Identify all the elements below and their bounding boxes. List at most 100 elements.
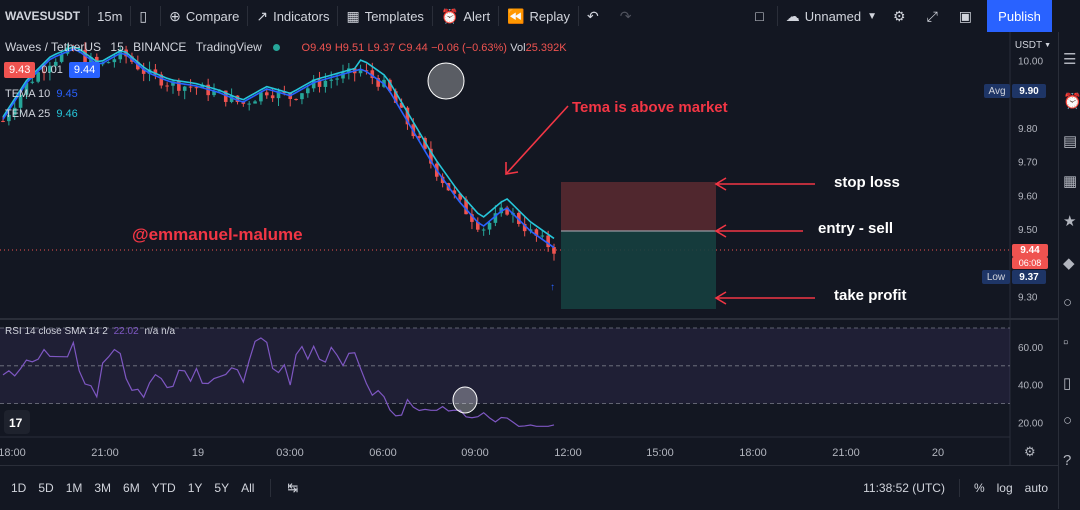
goto-date-icon[interactable]: ↹ — [287, 480, 299, 495]
chat-icon[interactable]: ▫ — [1063, 334, 1069, 351]
range-5d[interactable]: 5D — [38, 481, 54, 495]
stop-loss-zone[interactable] — [561, 182, 716, 231]
candle-body — [264, 92, 269, 96]
publish-button[interactable]: Publish — [987, 0, 1052, 32]
fullscreen-button[interactable]: ⤢ — [919, 0, 951, 32]
candle-body — [65, 47, 70, 54]
candle-body — [546, 235, 550, 248]
bar-countdown: 06:08 — [1012, 257, 1048, 269]
candle-body — [253, 101, 257, 104]
candle-body — [487, 222, 492, 230]
clock[interactable]: 11:38:52 (UTC) — [863, 481, 945, 495]
messages-icon[interactable]: ▯ — [1063, 375, 1072, 392]
candle-body — [399, 102, 404, 108]
candle-body — [259, 92, 263, 102]
chart-canvas[interactable]: 10.009.909.809.709.609.509.409.30 60.004… — [0, 32, 1058, 465]
candle-body — [522, 223, 527, 232]
candle-body — [229, 95, 234, 102]
currency-dropdown[interactable]: USDT ▼ — [1014, 39, 1052, 51]
symbol-search[interactable]: WAVESUSDT — [5, 9, 81, 23]
auto-toggle[interactable]: auto — [1024, 481, 1048, 495]
take-profit-arrow — [714, 291, 727, 305]
alert-button[interactable]: ⏰ Alert — [440, 7, 491, 24]
streams-icon[interactable]: ○ — [1063, 294, 1073, 311]
candle-style-button[interactable]: ▯ — [131, 0, 160, 32]
gear-icon: ⚙ — [893, 7, 906, 24]
time-tick-label: 18:00 — [0, 447, 26, 459]
buy-price-button[interactable]: 9.44 — [68, 62, 101, 78]
top-toolbar: WAVESUSDT 15m ▯ ⊕ Compare ↗ Indicators ▦ Te… — [0, 0, 1080, 33]
candle-body — [300, 93, 304, 100]
settings-button[interactable]: ⚙ — [885, 0, 919, 32]
low-label: Low — [982, 270, 1010, 284]
range-1d[interactable]: 1D — [11, 481, 27, 495]
time-tick-label: 18:00 — [739, 447, 767, 459]
price-tick-label: 9.80 — [1018, 124, 1038, 135]
alerts-icon[interactable]: ⏰ — [1063, 93, 1080, 110]
date-range-group: 1D 5D 1M 3M 6M YTD 1Y 5Y All — [5, 481, 260, 495]
redo-icon: ↷ — [619, 7, 632, 24]
undo-button[interactable]: ↶ — [579, 0, 612, 32]
range-1y[interactable]: 1Y — [187, 481, 203, 495]
stop-loss-label: stop loss — [834, 174, 900, 191]
take-profit-label: take profit — [834, 287, 907, 304]
rsi-legend[interactable]: RSI 14 close SMA 14 2 22.02 n/a n/a — [5, 326, 176, 337]
chart-area[interactable]: 10.009.909.809.709.609.509.409.30 60.004… — [0, 32, 1058, 465]
news-icon[interactable]: ▤ — [1063, 133, 1078, 150]
candle-body — [540, 235, 545, 237]
hotlist-icon[interactable]: ★ — [1063, 213, 1077, 230]
candle-body — [235, 95, 240, 103]
candle-body — [276, 91, 281, 99]
candle-body — [493, 213, 498, 223]
candle-body — [7, 114, 11, 122]
svg-text:17: 17 — [9, 416, 23, 430]
redo-button[interactable]: ↷ — [612, 0, 645, 32]
templates-button[interactable]: ▦ Templates — [346, 7, 424, 24]
calendar-icon[interactable]: ▦ — [1063, 173, 1078, 190]
notifications-icon[interactable]: ○ — [1063, 412, 1073, 429]
log-toggle[interactable]: log — [996, 481, 1013, 495]
rsi-tick-label: 60.00 — [1018, 343, 1043, 354]
range-6m[interactable]: 6M — [123, 481, 140, 495]
candle-body — [118, 49, 123, 60]
indicators-button[interactable]: ↗ Indicators — [256, 7, 330, 24]
compare-button[interactable]: ⊕ Compare — [169, 7, 240, 24]
candle-body — [48, 65, 52, 73]
tema10-legend[interactable]: TEMA 10 9.45 — [5, 88, 78, 100]
layout-name-dropdown[interactable]: ☁ Unnamed ▼ — [785, 7, 877, 24]
tema25-line — [2, 45, 555, 240]
bid-ask-panel: 9.43 0.01 9.44 — [4, 62, 101, 78]
candle-body — [341, 72, 345, 79]
axis-settings-icon[interactable]: ⚙ — [1024, 444, 1036, 459]
time-tick-label: 20 — [932, 447, 944, 459]
candle-body — [136, 61, 140, 70]
candle-body — [141, 69, 146, 74]
snapshot-button[interactable]: ▣ — [951, 0, 985, 32]
tradingview-logo[interactable] — [4, 410, 30, 434]
highlight-circle-rsi — [452, 386, 478, 414]
range-all[interactable]: All — [241, 481, 255, 495]
time-tick-label: 09:00 — [461, 447, 489, 459]
take-profit-zone[interactable] — [561, 231, 716, 309]
layout-button[interactable]: □ — [747, 0, 776, 32]
candle-body — [358, 70, 363, 74]
interval-button[interactable]: 15m — [97, 8, 123, 24]
range-5y[interactable]: 5Y — [214, 481, 230, 495]
sell-price-button[interactable]: 9.43 — [4, 62, 36, 78]
tema25-legend[interactable]: TEMA 25 9.46 — [5, 108, 78, 120]
range-3m[interactable]: 3M — [94, 481, 112, 495]
range-1m[interactable]: 1M — [65, 481, 83, 495]
replay-button[interactable]: ⏪ Replay — [507, 7, 571, 24]
grid-icon: ▦ — [346, 7, 360, 24]
candle-body — [376, 78, 380, 87]
percent-toggle[interactable]: % — [973, 481, 985, 495]
candle-body — [212, 90, 216, 96]
watchlist-icon[interactable]: ☰ — [1063, 51, 1077, 68]
ideas-icon[interactable]: ◆ — [1063, 255, 1075, 272]
right-sidebar: ☰ ⏰ ▤ ▦ ★ ◆ ○ ▫ ▯ ○ ? — [1058, 32, 1080, 509]
candle-body — [417, 136, 421, 139]
range-ytd[interactable]: YTD — [151, 481, 176, 495]
candle-body — [247, 103, 251, 105]
stop-loss-arrow — [714, 177, 727, 191]
help-icon[interactable]: ? — [1063, 452, 1072, 469]
